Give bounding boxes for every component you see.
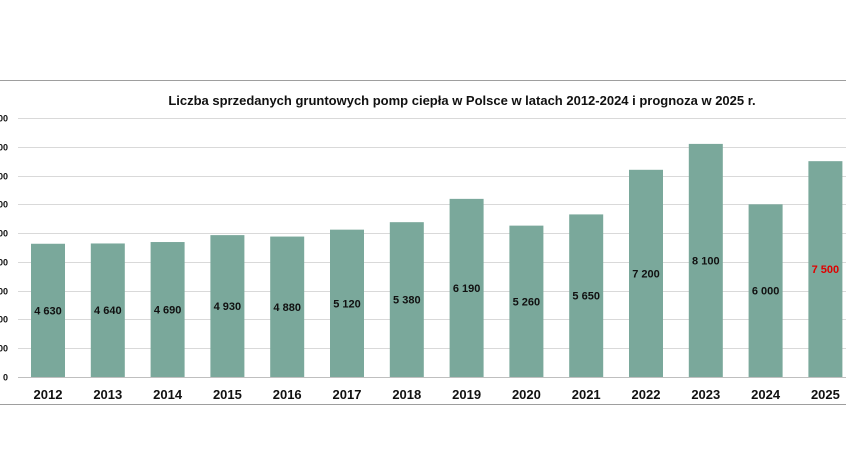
data-label-2014: 4 690 xyxy=(154,305,182,317)
y-tick-label: 000 xyxy=(0,344,8,354)
data-label-2013: 4 640 xyxy=(94,305,122,317)
bar-2012 xyxy=(31,243,65,377)
bar-2015 xyxy=(210,235,245,377)
data-label-2016: 4 880 xyxy=(273,302,301,314)
bar-2021 xyxy=(569,214,604,377)
y-tick-label: 000 xyxy=(0,114,8,124)
x-tick-label: 2020 xyxy=(512,387,541,402)
bar-2024 xyxy=(748,204,783,377)
bar-2019 xyxy=(449,198,484,377)
bar-2020 xyxy=(509,225,544,377)
bar-2022 xyxy=(629,169,663,377)
x-tick-label: 2012 xyxy=(34,387,63,402)
x-axis-ticks: 2012 2013 2014 2015 2016 2017 2018 2019 2020 2021… xyxy=(34,387,840,402)
x-tick-label: 2021 xyxy=(572,387,601,402)
x-tick-label: 2019 xyxy=(452,387,481,402)
data-label-2021: 5 650 xyxy=(572,291,600,303)
y-axis-ticks: 0000000000000000000000000000 xyxy=(0,114,8,383)
x-tick-label: 2018 xyxy=(392,387,421,402)
y-tick-label: 000 xyxy=(0,143,8,153)
y-tick-label: 0 xyxy=(3,373,8,383)
x-tick-label: 2013 xyxy=(93,387,122,402)
data-label-2017: 5 120 xyxy=(333,298,361,310)
y-tick-label: 000 xyxy=(0,229,8,239)
bar-2013 xyxy=(90,243,125,377)
y-tick-label: 000 xyxy=(0,172,8,182)
bar-2023 xyxy=(688,143,723,377)
bar-2025 xyxy=(808,161,843,377)
x-tick-label: 2014 xyxy=(153,387,183,402)
data-label-2023: 8 100 xyxy=(692,255,720,267)
data-label-2012: 4 630 xyxy=(34,305,62,317)
data-label-2022: 7 200 xyxy=(632,268,660,280)
chart-title: Liczba sprzedanych gruntowych pomp ciepł… xyxy=(168,93,755,108)
bar-2018 xyxy=(389,222,424,377)
x-tick-label: 2017 xyxy=(333,387,362,402)
y-tick-label: 000 xyxy=(0,315,8,325)
x-tick-label: 2022 xyxy=(632,387,661,402)
y-tick-label: 000 xyxy=(0,200,8,210)
data-label-2019: 6 190 xyxy=(453,283,481,295)
data-label-2018: 5 380 xyxy=(393,295,421,307)
data-label-2025: 7 500 xyxy=(812,264,840,276)
x-tick-label: 2015 xyxy=(213,387,242,402)
bar-2017 xyxy=(330,229,364,377)
x-tick-label: 2024 xyxy=(751,387,781,402)
x-tick-label: 2023 xyxy=(691,387,720,402)
x-tick-label: 2025 xyxy=(811,387,840,402)
x-tick-label: 2016 xyxy=(273,387,302,402)
data-label-2024: 6 000 xyxy=(752,286,780,298)
y-tick-label: 000 xyxy=(0,287,8,297)
data-label-2015: 4 930 xyxy=(214,301,242,313)
data-label-2020: 5 260 xyxy=(513,296,541,308)
y-tick-label: 000 xyxy=(0,258,8,268)
bar-2014 xyxy=(150,242,185,377)
bars: 4 630 4 640 4 690 4 930 4 880 5 120 5 380 6 190… xyxy=(31,143,843,377)
bar-2016 xyxy=(270,236,305,377)
